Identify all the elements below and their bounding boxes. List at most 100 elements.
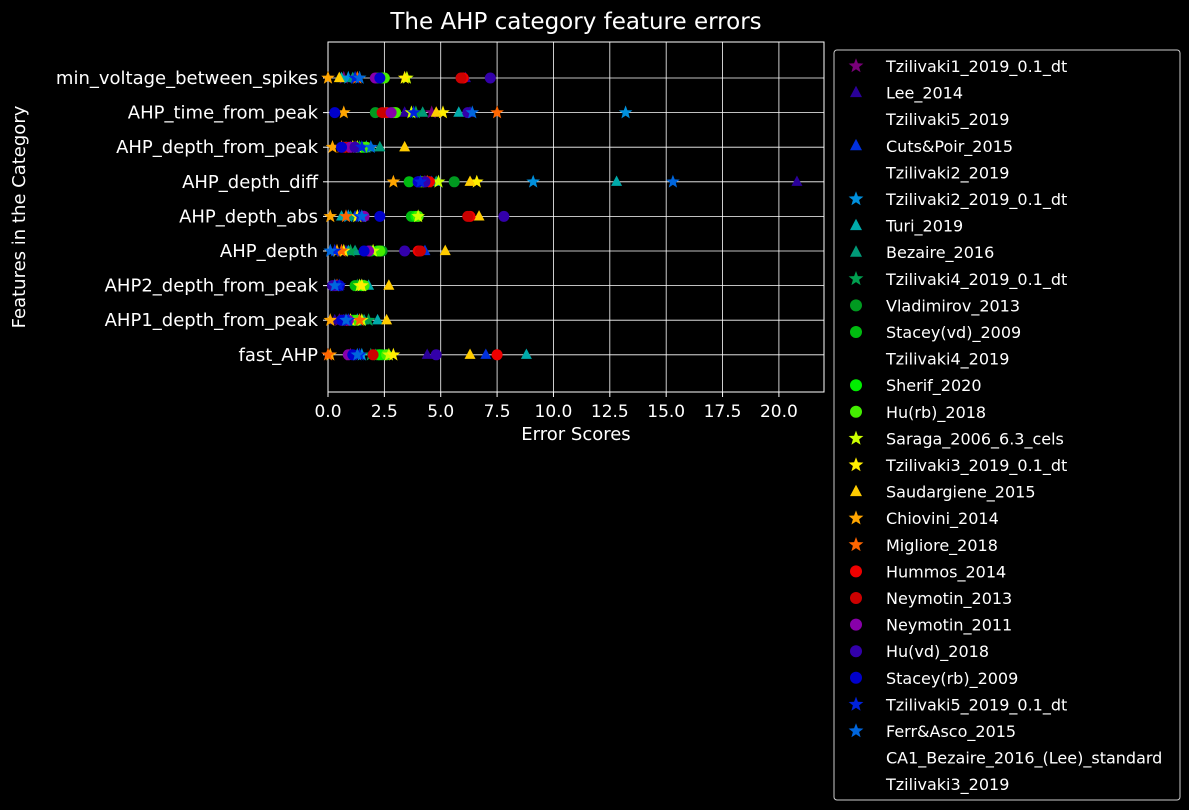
x-axis-label: Error Scores	[521, 424, 630, 445]
legend-marker	[848, 271, 864, 286]
legend-marker	[850, 671, 862, 684]
legend-marker	[848, 457, 864, 472]
legend-item: Hu(vd)_2018	[850, 642, 989, 662]
data-point	[448, 176, 460, 188]
legend-label: Tzilivaki5_2019_0.1_dt	[885, 695, 1067, 715]
data-point	[364, 140, 378, 153]
data-point	[374, 140, 386, 152]
legend-marker	[850, 245, 862, 257]
legend-item: Bezaire_2016	[850, 243, 994, 263]
legend-item: Neymotin_2013	[850, 589, 1012, 609]
data-point	[436, 105, 450, 119]
legend-label: Vladimirov_2013	[886, 296, 1020, 316]
data-point	[349, 141, 361, 153]
legend-item: Migliore_2018	[848, 536, 998, 556]
y-axis-label: Features in the Category	[9, 105, 30, 328]
x-tick-label: 12.5	[591, 402, 629, 422]
data-point	[328, 278, 342, 292]
legend-item: Tzilivaki5_2019	[885, 110, 1009, 130]
data-point	[339, 313, 353, 326]
legend-item: Sherif_2020	[850, 376, 982, 396]
data-point	[334, 243, 349, 257]
legend-marker	[850, 85, 862, 98]
legend-label: Chiovini_2014	[886, 509, 999, 529]
data-point	[385, 107, 397, 119]
data-point	[464, 175, 476, 186]
legend-label: Tzilivaki4_2019	[885, 350, 1009, 370]
legend-item: Stacey(vd)_2009	[850, 323, 1021, 343]
data-point	[372, 313, 384, 325]
data-point	[337, 105, 351, 119]
data-point	[397, 70, 412, 84]
legend-label: Cuts&Poir_2015	[886, 137, 1013, 157]
y-tick-label: AHP2_depth_from_peak	[105, 276, 319, 297]
data-point	[453, 106, 465, 117]
x-tick-label: 5.0	[427, 402, 454, 422]
legend-item: Tzilivaki2_2019	[885, 163, 1009, 183]
data-point	[520, 348, 532, 359]
data-point	[791, 175, 803, 186]
legend-label: Sherif_2020	[886, 376, 982, 396]
legend-label: Bezaire_2016	[886, 243, 994, 263]
data-points	[321, 70, 803, 361]
legend-label: Hummos_2014	[886, 562, 1006, 582]
data-point	[406, 105, 421, 119]
legend-label: Turi_2019	[885, 217, 963, 237]
legend-label: Tzilivaki3_2019_0.1_dt	[885, 456, 1067, 476]
data-point	[386, 174, 401, 188]
data-point	[374, 245, 386, 257]
legend-marker	[848, 696, 864, 711]
legend-marker	[850, 618, 862, 631]
data-point	[464, 348, 476, 359]
legend-label: Ferr&Asco_2015	[886, 722, 1016, 742]
data-point	[526, 174, 540, 188]
data-point	[413, 174, 428, 188]
data-point	[414, 245, 426, 257]
data-point	[470, 174, 484, 188]
x-tick-label: 0.0	[314, 402, 341, 422]
legend-marker	[850, 405, 862, 418]
data-point	[333, 71, 345, 83]
data-point	[321, 347, 335, 361]
data-point	[439, 244, 451, 256]
legend-marker	[850, 565, 862, 578]
y-tick-label: AHP1_depth_from_peak	[105, 310, 319, 331]
legend-item: Stacey(rb)_2009	[850, 669, 1018, 689]
legend-label: Tzilivaki3_2019	[885, 775, 1009, 795]
legend-item: Tzilivaki3_2019_0.1_dt	[848, 456, 1067, 476]
data-point	[352, 313, 367, 326]
legend-marker	[850, 645, 862, 658]
legend-item: Tzilivaki1_2019_0.1_dt	[848, 57, 1067, 77]
legend-marker	[848, 191, 864, 206]
chart-title: The AHP category feature errors	[389, 9, 761, 35]
legend-marker	[850, 326, 862, 338]
x-tick-label: 2.5	[371, 402, 398, 422]
legend-label: Tzilivaki5_2019	[885, 110, 1009, 130]
legend-marker	[850, 379, 862, 392]
legend-label: CA1_Bezaire_2016_(Lee)_standard	[886, 749, 1162, 769]
legend-label: Neymotin_2013	[886, 589, 1012, 609]
legend-marker	[850, 138, 862, 151]
legend-item: CA1_Bezaire_2016_(Lee)_standard	[886, 749, 1162, 769]
data-point	[323, 209, 338, 223]
legend-label: Hu(rb)_2018	[886, 403, 986, 423]
legend-item: Vladimirov_2013	[850, 296, 1020, 316]
data-point	[352, 70, 367, 84]
data-point	[399, 140, 411, 152]
legend-frame	[833, 49, 1181, 801]
legend-label: Stacey(vd)_2009	[886, 323, 1021, 343]
legend-label: Tzilivaki1_2019_0.1_dt	[885, 57, 1067, 77]
legend-marker	[848, 537, 864, 552]
legend-label: Migliore_2018	[886, 536, 998, 556]
legend-marker	[848, 510, 864, 525]
data-point	[618, 105, 633, 119]
data-point	[490, 105, 504, 119]
data-point	[336, 141, 348, 153]
legend: Tzilivaki1_2019_0.1_dt Lee_2014 Tzilivaki5…	[833, 49, 1181, 801]
data-point	[465, 105, 480, 119]
y-tick-label: AHP_depth_abs	[179, 206, 318, 227]
legend-marker	[850, 592, 862, 604]
y-tick-label: fast_AHP	[238, 345, 318, 366]
data-point	[355, 278, 369, 292]
